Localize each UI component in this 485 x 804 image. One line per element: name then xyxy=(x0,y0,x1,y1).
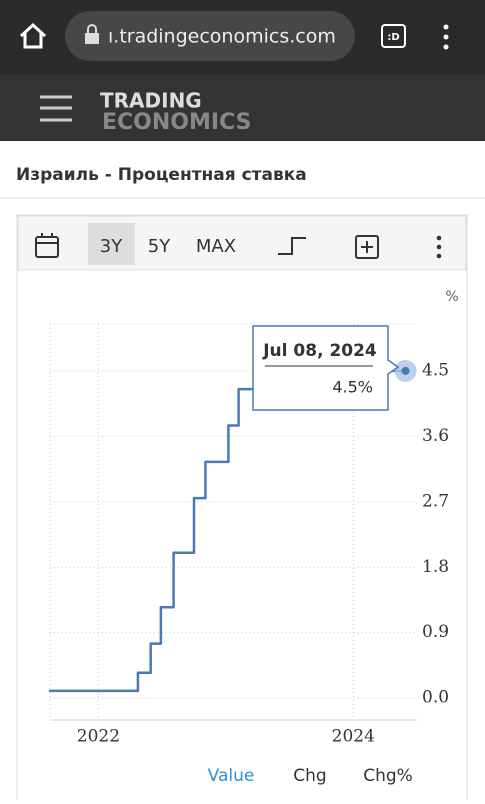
tab[interactable]: Chg% xyxy=(363,766,413,786)
y-tick-label: 1.8 xyxy=(422,557,449,577)
add-icon[interactable] xyxy=(355,235,379,259)
tooltip-box xyxy=(252,325,400,411)
site-header xyxy=(0,75,485,141)
hover-dot xyxy=(401,366,410,375)
tab-icon-text: :D xyxy=(387,32,399,43)
calendar-icon[interactable] xyxy=(35,233,59,258)
tooltip-date: Jul 08, 2024 xyxy=(262,341,377,361)
range-active xyxy=(88,223,135,265)
tab-switcher[interactable] xyxy=(381,24,406,48)
home-icon[interactable] xyxy=(19,22,47,49)
x-tick-label: 2022 xyxy=(77,727,120,747)
tab[interactable]: Chg xyxy=(293,766,326,786)
y-tick-label: 4.5 xyxy=(422,360,449,380)
hamburger[interactable] xyxy=(40,95,72,122)
logo-bottom: ECONOMICS xyxy=(102,110,251,135)
step-icon[interactable] xyxy=(278,237,306,255)
lock-shackle xyxy=(87,24,97,33)
range-button[interactable]: 3Y xyxy=(100,236,123,257)
chart-card xyxy=(16,214,468,804)
lock-icon xyxy=(85,33,99,44)
url-text: ı.tradingeconomics.com xyxy=(108,26,336,48)
y-unit: % xyxy=(445,289,458,305)
toolbar xyxy=(17,215,467,271)
menu-icon[interactable] xyxy=(443,24,449,50)
y-tick-label: 2.7 xyxy=(422,491,449,511)
range-button[interactable]: MAX xyxy=(196,236,236,257)
url-bar[interactable] xyxy=(65,11,355,61)
tooltip-value: 4.5% xyxy=(332,378,373,397)
page-title: Израиль - Процентная ставка xyxy=(16,165,307,185)
y-tick-label: 0.9 xyxy=(422,622,449,642)
logo-top: TRADING xyxy=(100,89,202,113)
range-button[interactable]: 5Y xyxy=(148,236,171,257)
more-icon[interactable] xyxy=(436,235,442,259)
x-tick-label: 2024 xyxy=(332,727,375,747)
tab[interactable]: Value xyxy=(208,766,255,786)
y-tick-label: 0.0 xyxy=(422,688,449,708)
y-tick-label: 3.6 xyxy=(422,426,449,446)
